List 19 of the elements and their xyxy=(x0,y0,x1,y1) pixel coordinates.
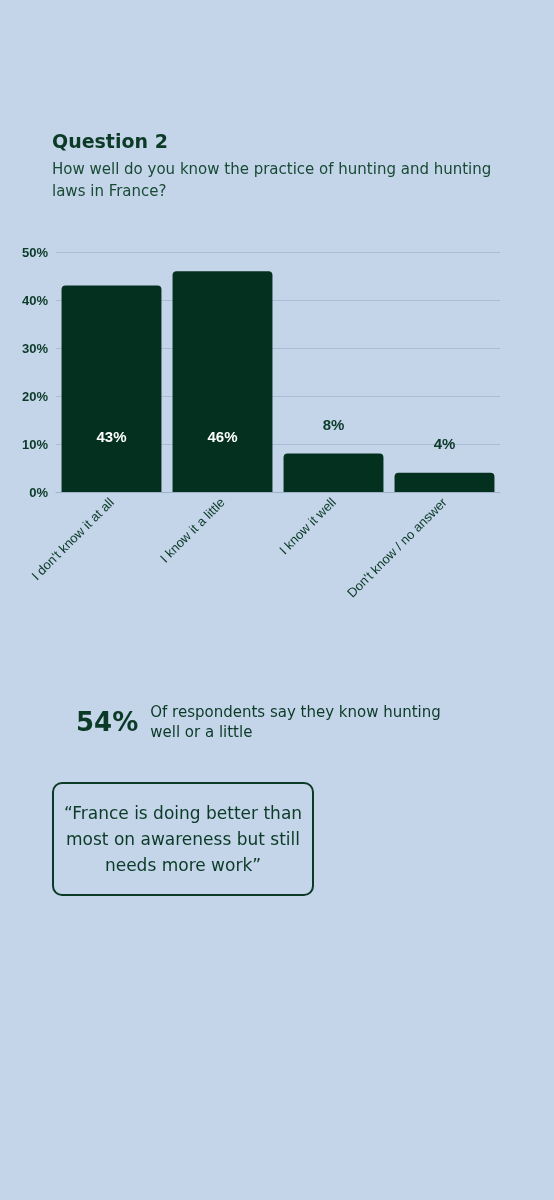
bar xyxy=(172,271,273,492)
chart-subtitle: How well do you know the practice of hunting and hunting laws in France? xyxy=(52,159,493,202)
y-tick-label: 10% xyxy=(21,436,49,452)
text: Of respondents say they know hunting well or a little xyxy=(150,702,442,742)
data-label: 8% xyxy=(322,415,345,433)
text: 54% xyxy=(76,707,139,737)
data-label: 4% xyxy=(433,434,456,452)
y-tick-label: 0% xyxy=(29,484,49,500)
chart-title: Question 2 xyxy=(52,130,169,152)
bar xyxy=(283,453,384,492)
bar xyxy=(61,285,162,492)
data-label: 43% xyxy=(96,428,127,445)
y-tick-label: 50% xyxy=(21,244,49,260)
quote-frame: “France is doing better than most on awareness but still needs more work” xyxy=(52,782,314,896)
y-tick-label: 30% xyxy=(21,340,49,356)
bar xyxy=(394,472,495,492)
y-tick-label: 40% xyxy=(21,292,49,308)
data-label: 46% xyxy=(207,428,238,445)
y-tick-label: 20% xyxy=(21,388,49,404)
